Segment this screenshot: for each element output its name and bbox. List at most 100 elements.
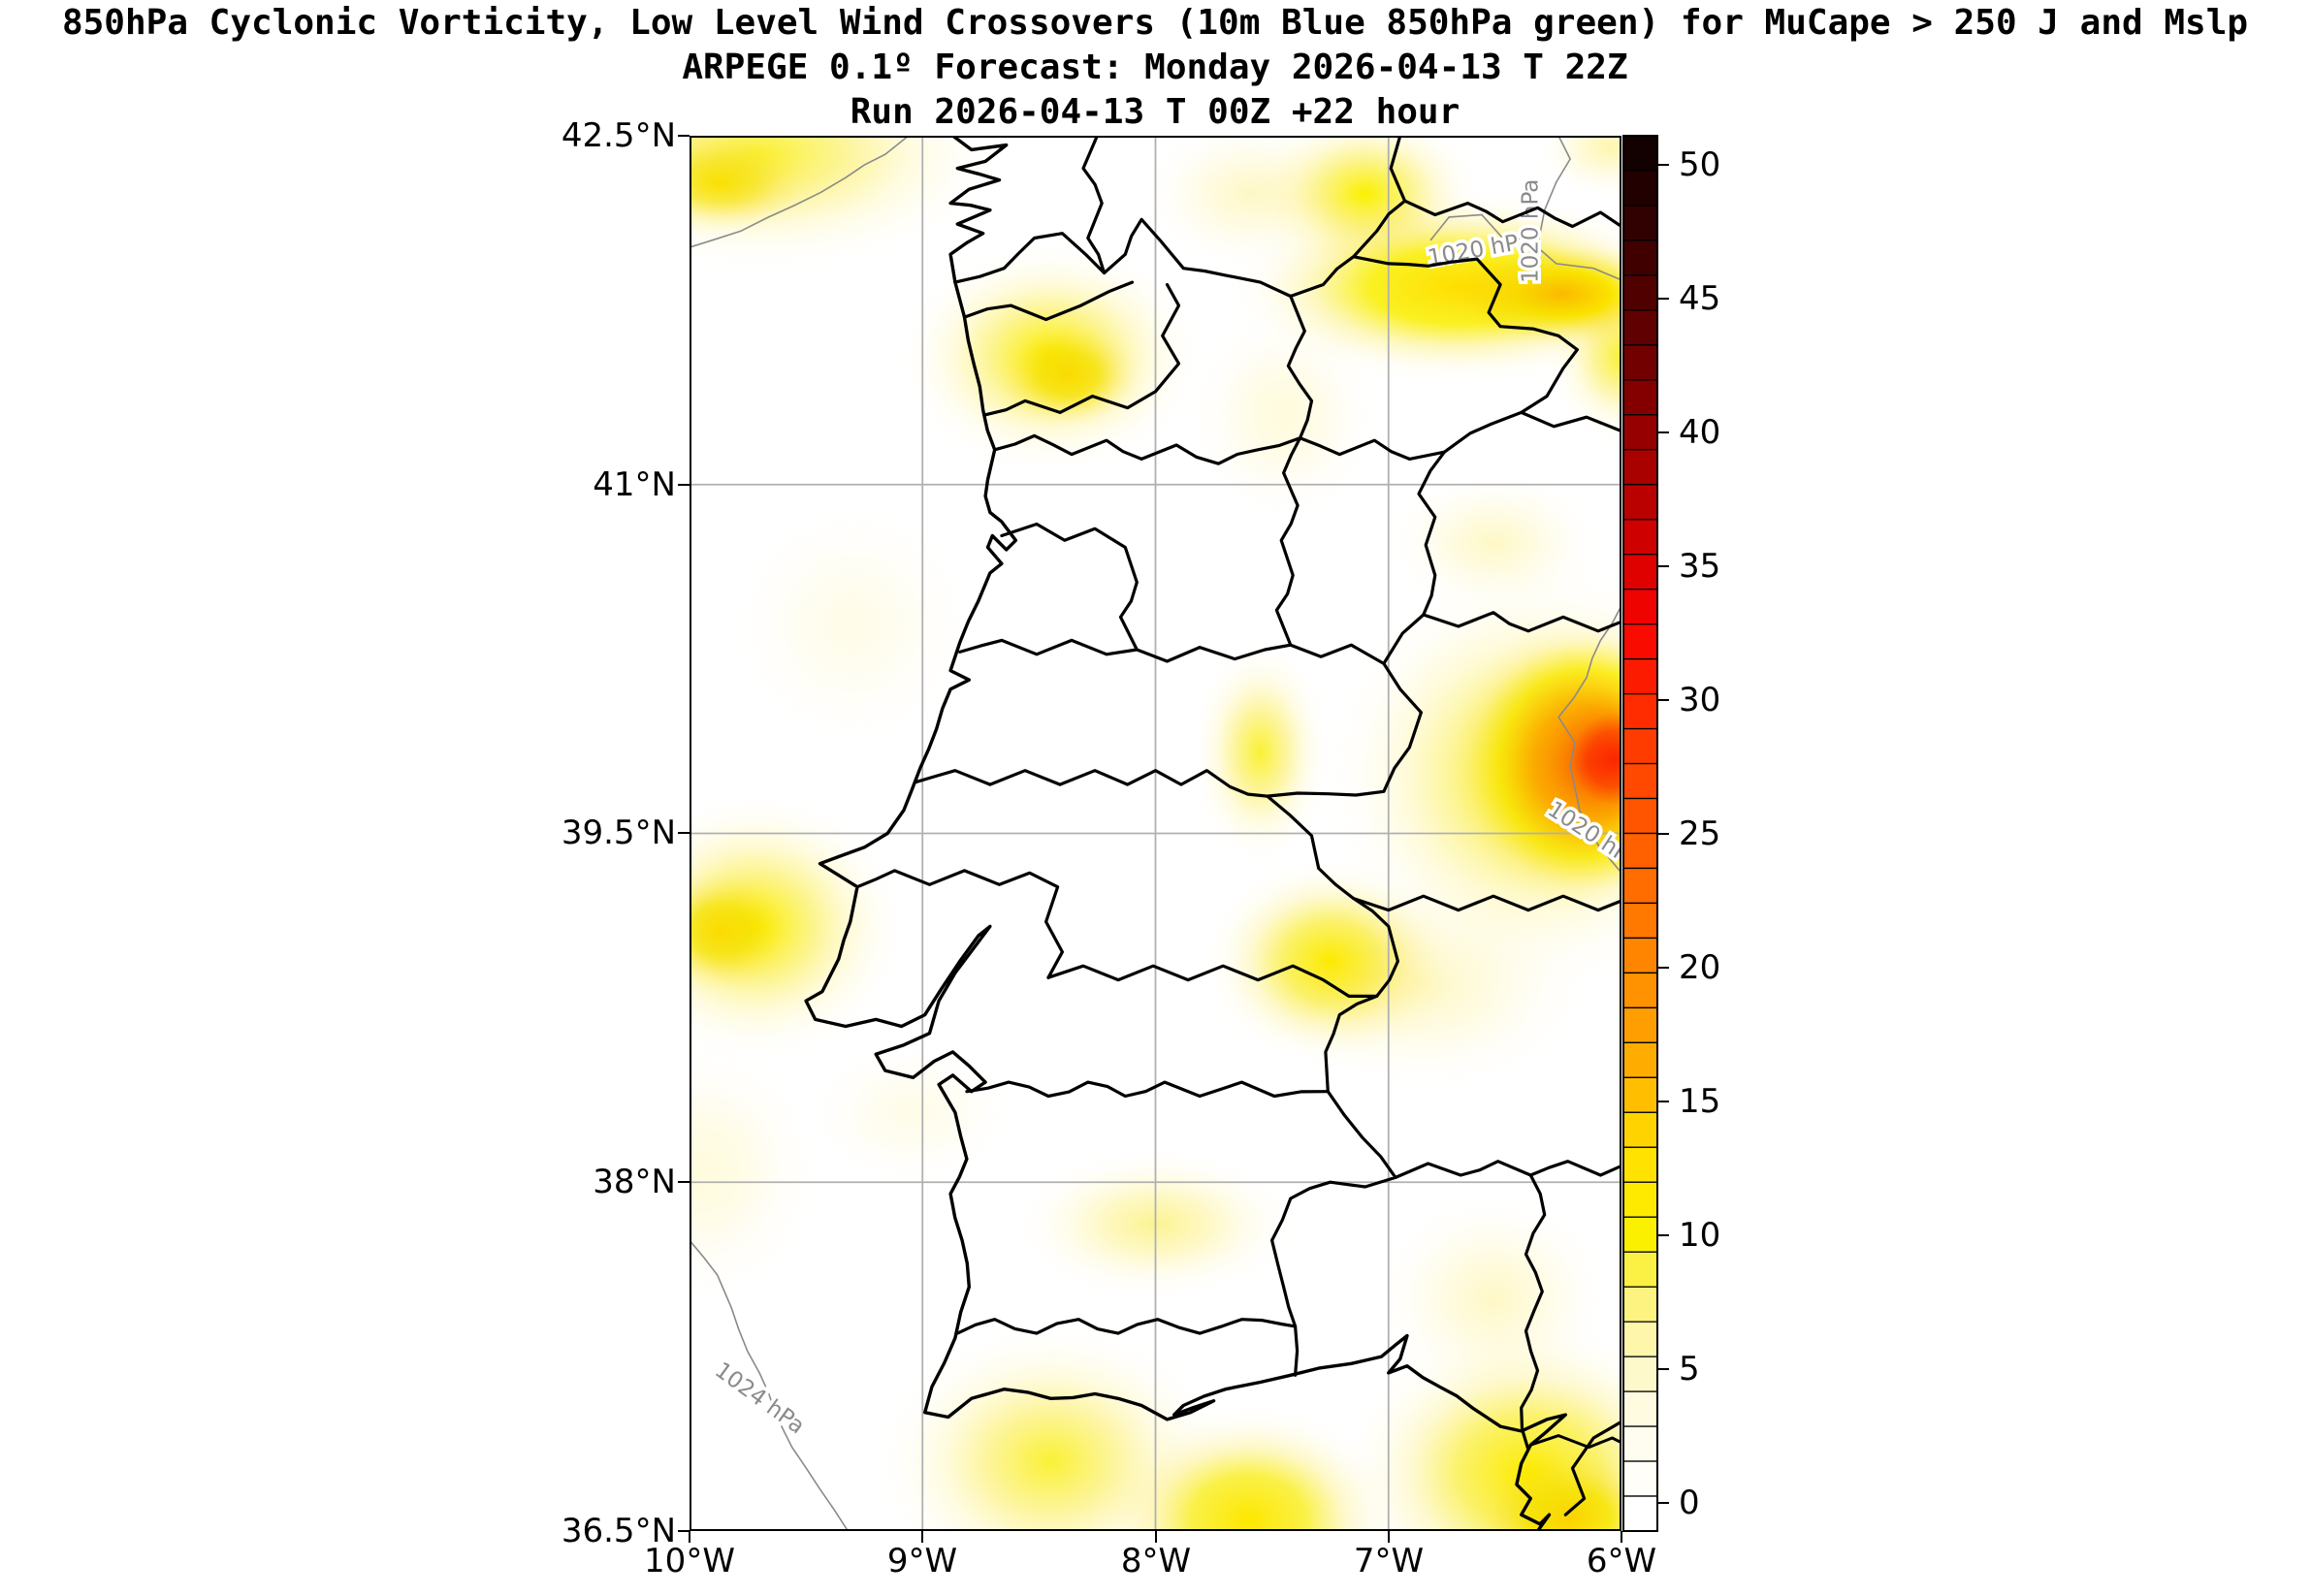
colorbar-tick-label: 5 <box>1679 1350 1700 1389</box>
x-tick-label: 10°W <box>644 1542 735 1580</box>
colorbar-tick-label: 15 <box>1679 1082 1720 1121</box>
y-tick-label: 39.5°N <box>561 814 676 852</box>
coastline-path <box>804 136 1567 1531</box>
vorticity-blob <box>690 866 797 997</box>
isobar-label: 1020 hPa <box>1518 179 1543 283</box>
colorbar-cell <box>1622 1286 1658 1323</box>
colorbar-cell <box>1622 1181 1658 1218</box>
figure-run-info: Run 2026-04-13 T 00Z +22 hour <box>850 92 1460 132</box>
colorbar-tick-label: 45 <box>1679 279 1720 318</box>
district-boundary <box>1000 522 1139 652</box>
y-tick-label: 41°N <box>593 465 676 504</box>
district-boundary <box>1394 1160 1621 1179</box>
river-line <box>1528 1434 1621 1450</box>
colorbar-cell <box>1622 554 1658 591</box>
colorbar-cell <box>1622 1111 1658 1148</box>
colorbar-cell <box>1622 239 1658 276</box>
district-boundary <box>914 769 1269 798</box>
colorbar-cell <box>1622 622 1658 660</box>
district-boundary <box>1389 136 1621 229</box>
colorbar-cell <box>1622 657 1658 695</box>
x-tick-label: 6°W <box>1586 1542 1657 1580</box>
latlon-gridlines <box>690 136 1621 1531</box>
district-boundary <box>965 1080 1330 1099</box>
x-axis-tick <box>1621 1531 1622 1543</box>
district-boundary <box>1046 964 1379 998</box>
colorbar-cell <box>1622 205 1658 241</box>
colorbar-tick-label: 25 <box>1679 814 1720 853</box>
figure-title: 850hPa Cyclonic Vorticity, Low Level Win… <box>61 3 2249 43</box>
colorbar-tick-label: 35 <box>1679 547 1720 586</box>
x-axis-tick <box>1388 1531 1390 1543</box>
district-boundary <box>955 1318 1298 1335</box>
colorbar-cell <box>1622 1006 1658 1044</box>
x-tick-label: 8°W <box>1120 1542 1192 1580</box>
y-tick-label: 38°N <box>593 1163 676 1201</box>
colorbar-cell <box>1622 1460 1658 1497</box>
colorbar-cell <box>1622 1425 1658 1462</box>
mslp-isobar-contours <box>690 136 1621 1531</box>
colorbar: 0 5 10 15 20 25 30 35 40 45 50 <box>1622 135 1720 1532</box>
x-tick-label: 9°W <box>886 1542 958 1580</box>
figure-subtitle-forecast: ARPEGE 0.1º Forecast: Monday 2026-04-13 … <box>682 48 1628 87</box>
district-boundary <box>1520 1173 1547 1452</box>
x-axis-tick <box>921 1531 923 1543</box>
vorticity-blob <box>1547 268 1621 445</box>
colorbar-tick-label: 50 <box>1679 145 1720 184</box>
colorbar-cell <box>1622 135 1658 172</box>
vorticity-blob <box>1465 1445 1621 1531</box>
vorticity-blob <box>1544 685 1621 834</box>
district-boundary <box>1422 611 1621 633</box>
vorticity-blob <box>1376 1194 1610 1404</box>
y-axis-tick <box>678 1181 690 1183</box>
district-boundary <box>1352 199 1407 259</box>
colorbar-cell <box>1622 344 1658 381</box>
isobar-label: 1024 hPa <box>710 1357 809 1439</box>
colorbar-cell <box>1622 797 1658 835</box>
isobar-contour <box>690 1239 850 1531</box>
colorbar-cell <box>1622 519 1658 556</box>
country-border <box>953 217 1579 1377</box>
district-boundary <box>993 433 1446 465</box>
colorbar-tick-label: 30 <box>1679 681 1720 719</box>
y-axis-tick <box>678 832 690 834</box>
district-boundary <box>1520 410 1621 433</box>
vorticity-blob <box>813 1042 1010 1183</box>
colorbar-cell <box>1622 274 1658 311</box>
colorbar-tick-label: 0 <box>1679 1484 1700 1522</box>
colorbar-cell <box>1622 1076 1658 1113</box>
colorbar-cell <box>1622 867 1658 905</box>
colorbar-tick-label: 10 <box>1679 1216 1720 1255</box>
isobar-contour <box>690 136 910 248</box>
colorbar-cell <box>1622 727 1658 765</box>
vorticity-blob <box>1190 640 1331 864</box>
colorbar-cell <box>1622 1146 1658 1183</box>
y-tick-label: 42.5°N <box>561 116 676 155</box>
district-boundary <box>1352 894 1621 912</box>
colorbar-cell <box>1622 1321 1658 1357</box>
district-boundary <box>983 282 1181 417</box>
y-axis-tick <box>678 135 690 137</box>
colorbar-cell <box>1622 937 1658 974</box>
vorticity-blob <box>1260 879 1587 1090</box>
colorbar-cell <box>1622 309 1658 346</box>
boundaries-layer <box>804 136 1621 1531</box>
vorticity-blob <box>736 507 970 741</box>
district-boundary <box>1081 136 1107 275</box>
colorbar-cell <box>1622 589 1658 625</box>
district-boundary <box>958 638 1386 665</box>
vorticity-blob <box>1446 612 1621 915</box>
vorticity-blob <box>1190 309 1377 520</box>
x-tick-label: 7°W <box>1353 1542 1425 1580</box>
colorbar-cell <box>1622 449 1658 486</box>
vorticity-blob <box>690 791 907 1062</box>
district-boundary <box>1563 1420 1621 1516</box>
isobar-contour <box>1429 213 1504 241</box>
colorbar-ticks: 0 5 10 15 20 25 30 35 40 45 50 <box>1657 145 1720 1522</box>
x-axis-tick <box>1155 1531 1157 1543</box>
colorbar-cell <box>1622 832 1658 870</box>
colorbar-cell <box>1622 1041 1658 1078</box>
colorbar-cell <box>1622 692 1658 730</box>
